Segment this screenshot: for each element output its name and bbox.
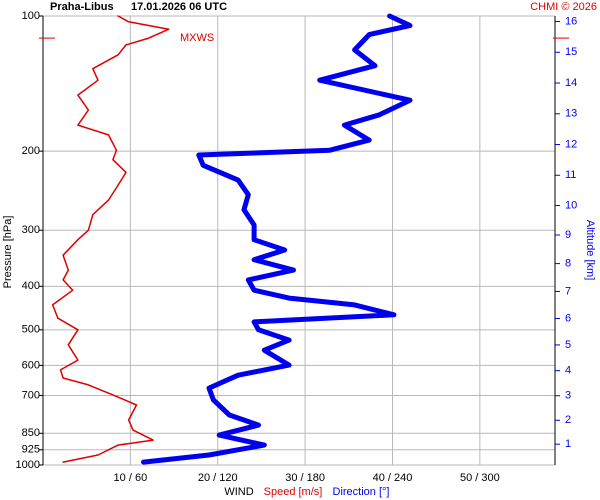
y2-tick-label: 4 [565,365,571,377]
legend-label: Speed [m/s] [264,486,323,498]
y2-tick-label: 10 [565,199,577,211]
y2-tick-label: 16 [565,15,577,27]
y-tick-label: 925 [22,444,40,456]
y2-tick-label: 6 [565,312,571,324]
credit: CHMI © 2026 [530,1,597,13]
profile-line [141,13,413,465]
chart-title: Praha-Libus [50,1,114,13]
y2-tick-label: 12 [565,138,577,150]
y2-tick-label: 3 [565,390,571,402]
x-axis-label: WIND [224,486,253,498]
y2-tick-label: 9 [565,229,571,241]
y2-tick-label: 2 [565,414,571,426]
y-axis-label: Pressure [hPa] [2,216,14,289]
y-tick-label: 200 [22,145,40,157]
y-tick-label: 1000 [16,459,40,471]
y2-tick-label: 1 [565,438,571,450]
x-tick-label: 20 / 120 [198,472,238,484]
y2-tick-label: 14 [565,77,577,89]
y-tick-label: 400 [22,280,40,292]
y-tick-label: 600 [22,359,40,371]
y-tick-label: 500 [22,324,40,336]
chart-subtitle: 17.01.2026 06 UTC [131,1,227,13]
y2-tick-label: 8 [565,258,571,270]
y2-tick-label: 11 [565,169,576,181]
x-tick-label: 40 / 240 [373,472,413,484]
x-tick-label: 10 / 60 [114,472,148,484]
y-tick-label: 700 [22,389,40,401]
y2-axis-label: Altitude [km] [584,220,596,281]
x-tick-label: 50 / 300 [460,472,500,484]
x-tick-label: 30 / 180 [285,472,325,484]
y2-tick-label: 7 [565,285,571,297]
y-tick-label: 100 [22,10,40,22]
y2-tick-label: 13 [565,108,577,120]
y2-tick-label: 15 [565,46,577,58]
y2-tick-label: 5 [565,339,571,351]
y-tick-label: 300 [22,224,40,236]
annotation: MXWS [180,32,214,44]
profile-line [51,15,170,463]
y-tick-label: 850 [22,427,40,439]
legend-label: Direction [°] [333,486,390,498]
